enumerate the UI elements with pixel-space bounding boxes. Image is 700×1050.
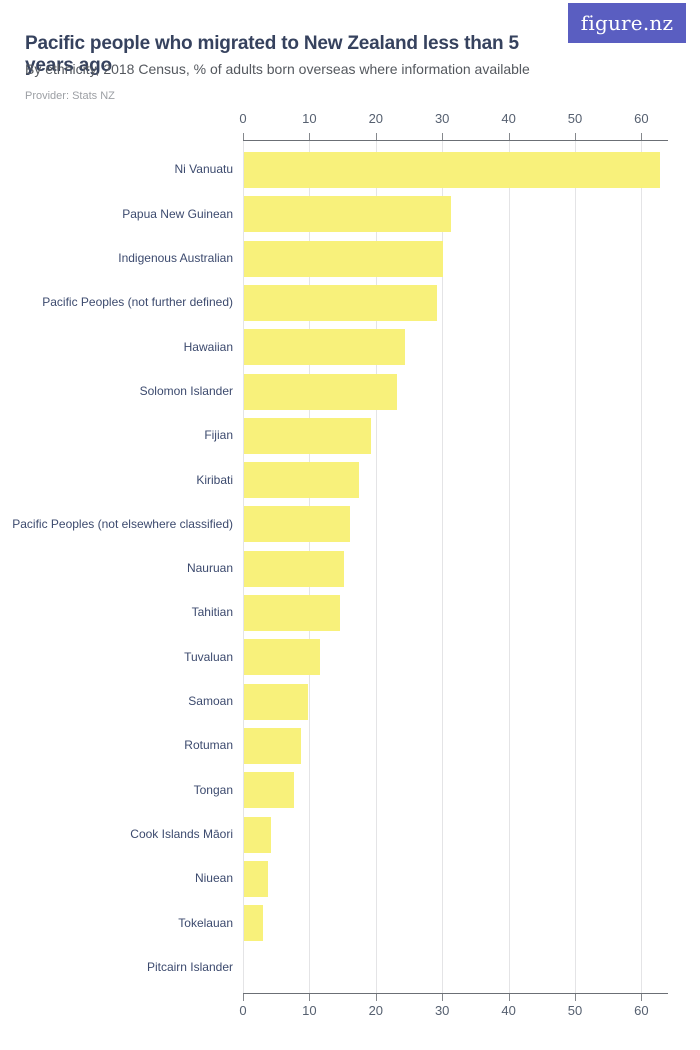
bar-ni-vanuatu[interactable] <box>244 152 661 188</box>
page-title: Pacific people who migrated to New Zeala… <box>25 32 519 76</box>
bar-tokelauan[interactable] <box>244 905 263 942</box>
x-axis-line-top <box>243 140 668 141</box>
row-label-nauruan: Nauruan <box>186 561 233 576</box>
gridline-20 <box>375 140 377 993</box>
bar-pacific-peoples-not-further-defined[interactable] <box>244 284 437 321</box>
row-label-pitcairn-islander: Pitcairn Islander <box>146 959 233 974</box>
x-tick-label-bottom-50: 50 <box>567 1003 583 1018</box>
bar-cook-islands-m-ori[interactable] <box>244 816 272 853</box>
row-label-rotuman: Rotuman <box>184 738 233 753</box>
row-label-ni-vanuatu: Ni Vanuatu <box>174 162 233 177</box>
row-label-papua-new-guinean: Papua New Guinean <box>122 206 233 221</box>
x-tick-label-bottom-0: 0 <box>239 1003 247 1018</box>
bar-tongan[interactable] <box>244 772 295 809</box>
row-label-hawaiian: Hawaiian <box>183 339 233 354</box>
x-tick-top-60 <box>641 133 643 140</box>
x-tick-top-20 <box>375 133 377 140</box>
x-tick-bottom-50 <box>575 994 576 1001</box>
x-tick-label-top-10: 10 <box>302 111 317 126</box>
x-tick-top-50 <box>575 133 576 140</box>
bar-pacific-peoples-not-elsewhere-classified[interactable] <box>244 506 350 543</box>
bar-papua-new-guinean[interactable] <box>244 196 451 233</box>
x-tick-label-bottom-10: 10 <box>302 1003 317 1018</box>
bar-hawaiian[interactable] <box>244 329 406 366</box>
gridline-30 <box>442 140 444 993</box>
figure-nz-logo-text: figure.nz <box>580 11 674 35</box>
x-tick-label-bottom-60: 60 <box>634 1003 649 1018</box>
bar-tuvaluan[interactable] <box>244 639 320 676</box>
row-label-indigenous-australian: Indigenous Australian <box>118 251 233 265</box>
chart-subtitle: By ethnicity, 2018 Census, % of adults b… <box>25 61 530 77</box>
x-tick-bottom-20 <box>375 994 377 1001</box>
x-tick-label-top-50: 50 <box>567 111 583 126</box>
x-tick-bottom-10 <box>309 994 311 1001</box>
x-tick-label-top-20: 20 <box>368 111 384 126</box>
gridline-50 <box>575 140 576 993</box>
provider-credit: Provider: Stats NZ <box>25 90 115 102</box>
bar-samoan[interactable] <box>244 683 309 720</box>
bar-fijian[interactable] <box>244 417 371 454</box>
bar-niuean[interactable] <box>244 860 268 897</box>
x-tick-top-0 <box>243 133 244 140</box>
row-label-cook-islands-m-ori: Cook Islands Māori <box>130 826 233 841</box>
bar-tahitian[interactable] <box>244 595 340 631</box>
x-tick-label-top-60: 60 <box>634 111 649 126</box>
row-label-solomon-islander: Solomon Islander <box>139 383 233 398</box>
x-axis-line-bottom <box>243 993 668 994</box>
x-tick-top-30 <box>442 133 444 140</box>
row-label-samoan: Samoan <box>188 694 233 708</box>
x-tick-bottom-40 <box>508 994 510 1001</box>
bar-indigenous-australian[interactable] <box>244 240 443 277</box>
x-tick-label-top-40: 40 <box>501 111 516 126</box>
x-tick-bottom-0 <box>243 994 244 1001</box>
x-tick-label-top-30: 30 <box>434 111 450 126</box>
bar-kiribati[interactable] <box>244 462 359 499</box>
x-tick-top-40 <box>508 133 510 140</box>
row-label-kiribati: Kiribati <box>196 472 233 487</box>
row-label-pacific-peoples-not-elsewhere-classified: Pacific Peoples (not elsewhere classifie… <box>12 516 233 531</box>
bar-solomon-islander[interactable] <box>244 373 398 410</box>
x-tick-label-top-0: 0 <box>239 111 247 126</box>
x-tick-top-10 <box>309 133 311 140</box>
gridline-60 <box>641 140 643 993</box>
row-label-tongan: Tongan <box>193 782 233 797</box>
x-tick-bottom-60 <box>641 994 643 1001</box>
row-label-tuvaluan: Tuvaluan <box>184 649 233 664</box>
x-tick-label-bottom-20: 20 <box>368 1003 384 1018</box>
x-tick-label-bottom-30: 30 <box>434 1003 450 1018</box>
x-tick-bottom-30 <box>442 994 444 1001</box>
x-tick-label-bottom-40: 40 <box>501 1003 516 1018</box>
row-label-niuean: Niuean <box>194 871 233 886</box>
gridline-40 <box>508 140 510 993</box>
bar-rotuman[interactable] <box>244 727 302 764</box>
row-label-tokelauan: Tokelauan <box>178 915 233 930</box>
row-label-tahitian: Tahitian <box>191 605 233 620</box>
row-label-pacific-peoples-not-further-defined: Pacific Peoples (not further defined) <box>42 295 233 310</box>
gridline-0 <box>243 140 244 993</box>
bar-nauruan[interactable] <box>244 550 345 587</box>
row-label-fijian: Fijian <box>204 428 233 443</box>
figure-nz-logo[interactable]: figure.nz <box>568 3 686 43</box>
